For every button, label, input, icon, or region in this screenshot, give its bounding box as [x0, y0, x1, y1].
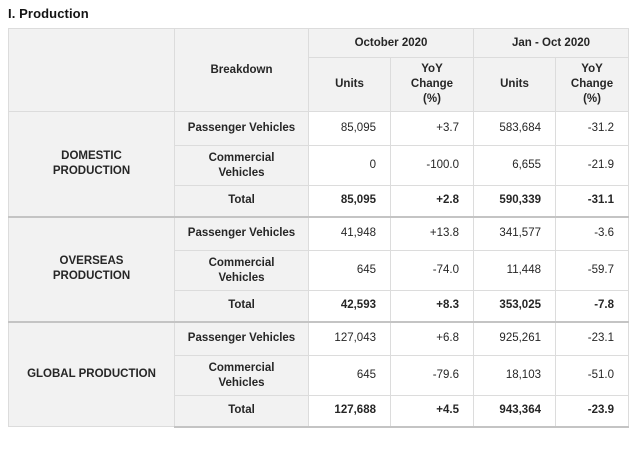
ytd-yoy-value: -7.8 [554, 290, 630, 322]
breakdown-label: Passenger Vehicles [174, 320, 309, 356]
ytd-units-value: 18,103 [473, 355, 556, 396]
breakdown-label: Commercial Vehicles [174, 250, 309, 291]
group-label-domestic-production: DOMESTIC PRODUCTION [8, 111, 175, 217]
group-label-overseas-production: OVERSEAS PRODUCTION [8, 215, 175, 322]
oct-yoy-value: +6.8 [390, 320, 474, 356]
ytd-yoy-value: -31.1 [554, 185, 630, 217]
ytd-yoy-value: -23.1 [554, 320, 630, 356]
column-header-breakdown: Breakdown [174, 28, 309, 112]
breakdown-label: Total [174, 185, 309, 217]
ytd-units-value: 6,655 [473, 145, 556, 186]
ytd-yoy-value: -51.0 [554, 355, 630, 396]
column-header-units-ytd: Units [473, 57, 556, 112]
oct-units-value: 42,593 [308, 290, 391, 322]
oct-units-value: 127,688 [308, 395, 391, 428]
header-row-measures: Units YoY Change (%) Units YoY Change (%… [9, 57, 630, 112]
oct-units-value: 645 [308, 355, 391, 396]
ytd-units-value: 925,261 [473, 320, 556, 356]
ytd-units-value: 341,577 [473, 215, 556, 251]
ytd-units-value: 11,448 [473, 250, 556, 291]
breakdown-label: Commercial Vehicles [174, 355, 309, 396]
column-header-jan-oct-2020: Jan - Oct 2020 [472, 28, 630, 58]
breakdown-label: Commercial Vehicles [174, 145, 309, 186]
ytd-units-value: 583,684 [473, 111, 556, 146]
ytd-yoy-value: -23.9 [554, 395, 630, 428]
ytd-yoy-value: -21.9 [554, 145, 630, 186]
breakdown-label: Total [174, 290, 309, 322]
oct-units-value: 0 [308, 145, 391, 186]
ytd-units-value: 943,364 [473, 395, 556, 428]
page-title: I. Production [8, 6, 89, 21]
oct-yoy-value: +13.8 [390, 215, 474, 251]
table-row-overseas-commercial: Commercial Vehicles 645 -74.0 11,448 -59… [9, 250, 630, 291]
oct-yoy-value: +3.7 [390, 111, 474, 146]
oct-units-value: 127,043 [308, 320, 391, 356]
oct-yoy-value: -74.0 [390, 250, 474, 291]
table-row-overseas-passenger: OVERSEAS PRODUCTION Passenger Vehicles 4… [8, 215, 630, 322]
ytd-yoy-value: -31.2 [554, 111, 630, 146]
oct-yoy-value: +8.3 [390, 290, 474, 322]
ytd-units-value: 353,025 [473, 290, 556, 322]
column-header-october-2020: October 2020 [308, 28, 474, 58]
oct-yoy-value: +4.5 [390, 395, 474, 428]
oct-units-value: 85,095 [308, 111, 391, 146]
ytd-yoy-value: -3.6 [554, 215, 630, 251]
column-header-yoy-ytd: YoY Change (%) [554, 57, 630, 112]
ytd-yoy-value: -59.7 [554, 250, 630, 291]
column-header-yoy-october: YoY Change (%) [390, 57, 474, 112]
oct-units-value: 41,948 [308, 215, 391, 251]
oct-yoy-value: -100.0 [390, 145, 474, 186]
table-row-domestic-commercial: Commercial Vehicles 0 -100.0 6,655 -21.9 [9, 145, 630, 186]
oct-yoy-value: -79.6 [390, 355, 474, 396]
group-label-global-production: GLOBAL PRODUCTION [8, 320, 175, 427]
table-row-domestic-total: Total 85,095 +2.8 590,339 -31.1 [9, 185, 630, 217]
header-row-periods: Breakdown October 2020 Jan - Oct 2020 [8, 28, 630, 112]
breakdown-label: Passenger Vehicles [174, 215, 309, 251]
oct-yoy-value: +2.8 [390, 185, 474, 217]
production-table: Breakdown October 2020 Jan - Oct 2020 Un… [8, 28, 630, 428]
table-row-domestic-passenger: DOMESTIC PRODUCTION Passenger Vehicles 8… [8, 111, 630, 217]
table-row-overseas-total: Total 42,593 +8.3 353,025 -7.8 [9, 290, 630, 322]
breakdown-label: Total [174, 395, 309, 428]
table-row-global-commercial: Commercial Vehicles 645 -79.6 18,103 -51… [9, 355, 630, 396]
table-row-global-total: Total 127,688 +4.5 943,364 -23.9 [9, 395, 630, 428]
table-row-global-passenger: GLOBAL PRODUCTION Passenger Vehicles 127… [8, 320, 630, 427]
breakdown-label: Passenger Vehicles [174, 111, 309, 146]
ytd-units-value: 590,339 [473, 185, 556, 217]
corner-cell [8, 28, 175, 112]
oct-units-value: 85,095 [308, 185, 391, 217]
column-header-units-october: Units [308, 57, 391, 112]
oct-units-value: 645 [308, 250, 391, 291]
